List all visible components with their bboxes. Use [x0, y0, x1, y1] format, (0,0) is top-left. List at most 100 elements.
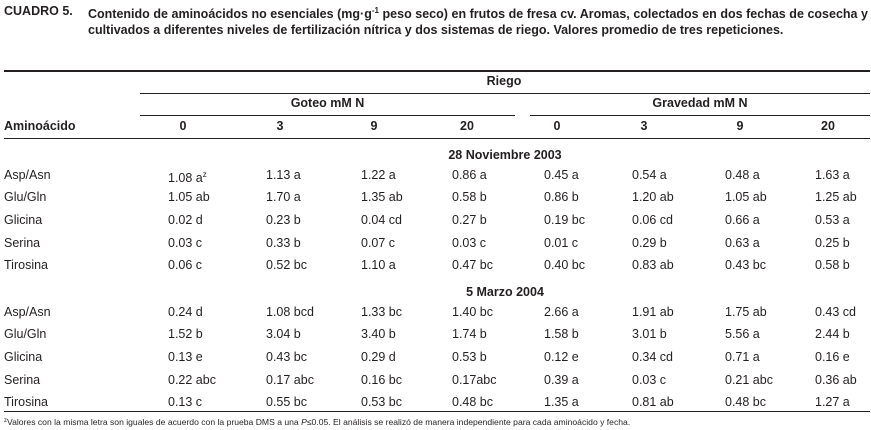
table-cell: 1.13 a [266, 168, 301, 182]
riego-underline [140, 93, 870, 94]
footnote-marker: z [202, 170, 207, 179]
table-cell: 1.27 a [815, 395, 850, 409]
top-rule [4, 70, 870, 72]
table-cell: 0.58 b [452, 190, 487, 204]
table-cell: 0.52 bc [266, 258, 308, 272]
table-cell: 0.40 bc [544, 258, 586, 272]
aminoacid-label: Serina [4, 236, 41, 250]
table-cell: 0.03 c [168, 236, 203, 250]
table-cell: 1.08 az [168, 170, 207, 185]
aminoacid-label: Tirosina [4, 395, 48, 409]
table-cell: 1.25 ab [815, 190, 857, 204]
level-header: 9 [736, 119, 744, 133]
level-header: 20 [460, 119, 474, 133]
level-header: 3 [640, 119, 648, 133]
table-cell: 0.53 a [815, 213, 850, 227]
aminoacid-label: Glicina [4, 350, 43, 364]
table-cell: 1.22 a [361, 168, 396, 182]
table-cell: 0.36 ab [815, 373, 857, 387]
table-cell: 0.66 a [725, 213, 760, 227]
table-cell: 0.34 cd [632, 350, 674, 364]
riego-header: Riego [486, 74, 522, 88]
header-rule [4, 138, 870, 139]
level-header: 3 [276, 119, 284, 133]
table-cell: 3.04 b [266, 327, 301, 341]
table-cell: 3.40 b [361, 327, 396, 341]
table-cell: 1.70 a [266, 190, 301, 204]
aminoacid-label: Glu/Gln [4, 327, 47, 341]
table-cell: 0.23 b [266, 213, 301, 227]
table-cell: 0.22 abc [168, 373, 216, 387]
aminoacid-label: Asp/Asn [4, 168, 51, 182]
table-cell: 0.25 b [815, 236, 850, 250]
table-cell: 0.02 d [168, 213, 203, 227]
table-cell: 0.53 bc [361, 395, 403, 409]
gravedad-header: Gravedad mM N [652, 96, 748, 110]
table-cell: 1.10 a [361, 258, 396, 272]
gravedad-underline [530, 115, 870, 116]
table-cell: 0.63 a [725, 236, 760, 250]
table-cell: 0.29 d [361, 350, 396, 364]
table-caption: CUADRO 5. Contenido de aminoácidos no es… [4, 3, 868, 38]
table-cell: 1.63 a [815, 168, 850, 182]
table-cell: 0.83 ab [632, 258, 674, 272]
bottom-rule [4, 411, 870, 412]
table-cell: 0.45 a [544, 168, 579, 182]
table-cell: 0.27 b [452, 213, 487, 227]
table-cell: 1.35 ab [361, 190, 403, 204]
table-cell: 0.33 b [266, 236, 301, 250]
table-cell: 1.91 ab [632, 305, 674, 319]
table-cell: 0.58 b [815, 258, 850, 272]
table-cell: 0.86 a [452, 168, 487, 182]
table-cell: 1.74 b [452, 327, 487, 341]
table-cell: 2.44 b [815, 327, 850, 341]
section-title: 5 Marzo 2004 [466, 285, 544, 299]
table-cell: 0.07 c [361, 236, 396, 250]
table-cell: 1.75 ab [725, 305, 767, 319]
aminoacid-label: Glicina [4, 213, 43, 227]
aminoacid-label: Serina [4, 373, 41, 387]
table-cell: 0.43 bc [266, 350, 308, 364]
table-cell: 0.43 cd [815, 305, 857, 319]
table-cell: 0.48 bc [452, 395, 494, 409]
table-cell: 0.71 a [725, 350, 760, 364]
table-cell: 0.06 c [168, 258, 203, 272]
caption-label: CUADRO 5. [4, 4, 73, 18]
table-cell: 1.05 ab [725, 190, 767, 204]
table-cell: 0.54 a [632, 168, 667, 182]
table-cell: 0.13 e [168, 350, 203, 364]
table-cell: 0.17abc [452, 373, 497, 387]
table-cell: 0.48 a [725, 168, 760, 182]
table-cell: 0.04 cd [361, 213, 403, 227]
table-cell: 5.56 a [725, 327, 760, 341]
table-cell: 0.21 abc [725, 373, 773, 387]
table-cell: 0.43 bc [725, 258, 767, 272]
table-cell: 0.06 cd [632, 213, 674, 227]
table-cell: 0.16 bc [361, 373, 403, 387]
goteo-header: Goteo mM N [290, 96, 365, 110]
table-cell: 0.01 c [544, 236, 579, 250]
table-cell: 0.17 abc [266, 373, 314, 387]
table-cell: 2.66 a [544, 305, 579, 319]
table-cell: 1.08 bcd [266, 305, 314, 319]
table-cell: 1.58 b [544, 327, 579, 341]
table-cell: 1.35 a [544, 395, 579, 409]
level-header: 9 [370, 119, 378, 133]
table-cell: 0.03 c [452, 236, 487, 250]
aminoacid-column-header: Aminoácido [4, 119, 76, 133]
aminoacid-label: Asp/Asn [4, 305, 51, 319]
level-header: 0 [553, 119, 561, 133]
table-cell: 0.12 e [544, 350, 579, 364]
level-header: 0 [179, 119, 187, 133]
table-cell: 1.20 ab [632, 190, 674, 204]
level-header: 20 [821, 119, 835, 133]
footnote: zValores con la misma letra son iguales … [4, 417, 631, 427]
table-cell: 0.55 bc [266, 395, 308, 409]
aminoacid-label: Glu/Gln [4, 190, 47, 204]
table-cell: 0.39 a [544, 373, 579, 387]
table-cell: 1.52 b [168, 327, 203, 341]
table-cell: 0.81 ab [632, 395, 674, 409]
table-cell: 1.33 bc [361, 305, 403, 319]
table-cell: 0.86 b [544, 190, 579, 204]
table-cell: 0.24 d [168, 305, 203, 319]
